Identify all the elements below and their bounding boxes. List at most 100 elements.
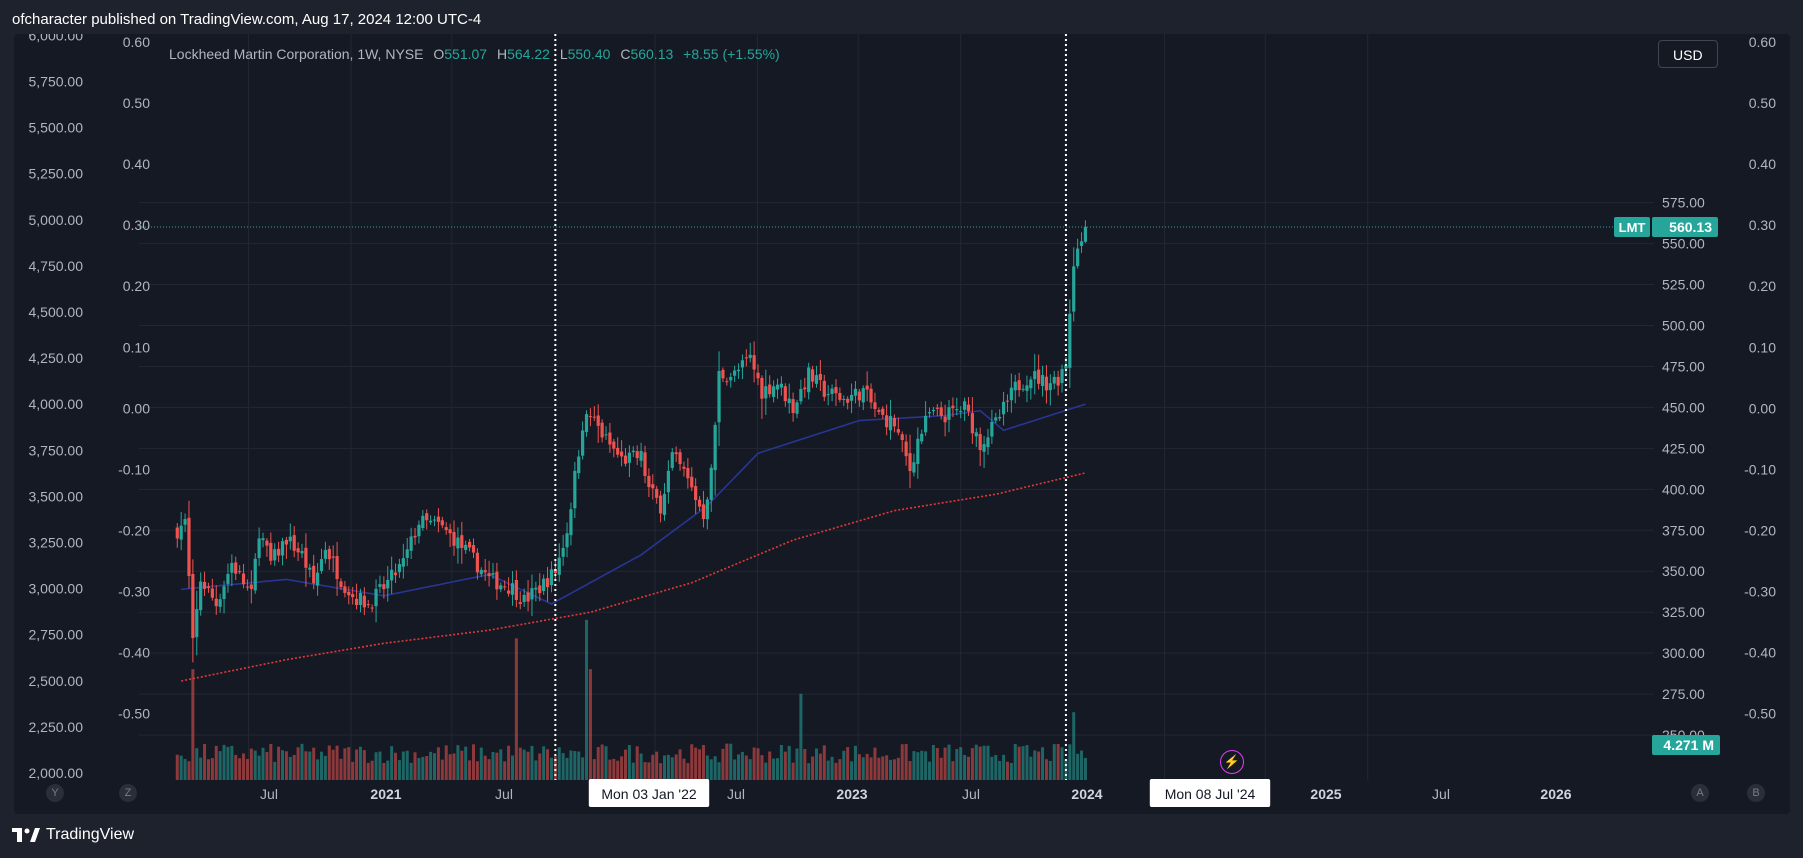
- volume-bar: [187, 761, 191, 780]
- volume-bar: [803, 749, 807, 780]
- volume-bar: [709, 759, 713, 780]
- symbol-title: Lockheed Martin Corporation, 1W, NYSE: [169, 46, 424, 62]
- time-axis-label: 2021: [370, 786, 401, 802]
- candle-body: [175, 527, 179, 539]
- candle-body: [990, 422, 994, 437]
- candle-body: [826, 394, 830, 396]
- left-axis-label: 3,750.00: [29, 442, 84, 458]
- candle-body: [393, 572, 398, 576]
- volume-bar: [273, 761, 277, 780]
- candle-body: [857, 391, 861, 401]
- candle-body: [545, 578, 550, 588]
- osc-axis-label: 0.20: [123, 278, 150, 294]
- volume-bar: [343, 748, 347, 780]
- volume-bar: [374, 752, 378, 780]
- volume-bar: [1048, 760, 1052, 780]
- symbol-legend: Lockheed Martin Corporation, 1W, NYSE O5…: [169, 46, 780, 62]
- candle-body: [873, 402, 877, 410]
- volume-tag: [1652, 735, 1720, 755]
- candle-body: [604, 434, 608, 436]
- volume-bar: [588, 669, 592, 780]
- volume-bar: [690, 744, 694, 780]
- volume-bar: [1072, 712, 1076, 780]
- volume-bar: [900, 744, 904, 780]
- volume-bar: [620, 756, 624, 780]
- candle-body: [292, 535, 296, 551]
- candle-body: [479, 569, 483, 575]
- volume-bar: [347, 747, 351, 780]
- left-axis-label: 4,750.00: [29, 258, 84, 274]
- volume-bar: [881, 756, 885, 780]
- volume-bar: [573, 750, 577, 780]
- volume-bar: [425, 755, 429, 780]
- nav-y-button[interactable]: Y: [46, 784, 64, 802]
- candle-body: [978, 434, 982, 451]
- nav-z-button[interactable]: Z: [119, 784, 137, 802]
- volume-bar: [308, 751, 312, 780]
- tradingview-brand[interactable]: TradingView: [12, 826, 134, 844]
- volume-bar: [959, 747, 963, 780]
- volume-bar: [284, 751, 288, 780]
- candle-body: [452, 531, 456, 546]
- osc-axis-label: 0.60: [123, 34, 150, 50]
- price-axis-label: 375.00: [1662, 522, 1705, 538]
- candle-body: [534, 587, 538, 590]
- volume-bar: [468, 760, 472, 780]
- candle-body: [362, 595, 366, 608]
- volume-bar: [526, 751, 530, 780]
- slow-moving-average-line: [181, 472, 1086, 682]
- candle-body: [670, 452, 674, 468]
- volume-bar: [351, 761, 355, 780]
- candle-body: [1005, 400, 1010, 402]
- candle-body: [666, 470, 670, 493]
- candle-body: [822, 380, 826, 397]
- volume-bar: [885, 755, 889, 780]
- candle-body: [842, 398, 846, 400]
- candle-body: [315, 572, 320, 586]
- volume-bar: [397, 760, 401, 780]
- candle-body: [643, 452, 647, 476]
- price-axis-label: 300.00: [1662, 645, 1705, 661]
- volume-bar: [592, 759, 596, 780]
- price-axis-label: 550.00: [1662, 236, 1705, 252]
- price-chart[interactable]: 250.00275.00300.00325.00350.00375.00400.…: [14, 34, 1790, 814]
- volume-bar: [920, 750, 924, 780]
- volume-bar: [655, 751, 659, 780]
- osc-axis-label: 0.30: [123, 217, 150, 233]
- nav-a-button[interactable]: A: [1691, 784, 1709, 802]
- volume-bar: [713, 756, 717, 780]
- volume-bar: [413, 752, 417, 780]
- lightning-icon[interactable]: ⚡: [1220, 750, 1244, 774]
- volume-bar: [791, 762, 795, 780]
- candle-body: [678, 452, 682, 465]
- price-axis-label: 500.00: [1662, 317, 1705, 333]
- candle-body: [658, 495, 663, 514]
- volume-bar: [370, 760, 374, 780]
- volume-bar: [1076, 753, 1080, 780]
- candle-body: [234, 562, 238, 574]
- candle-body: [241, 573, 246, 585]
- candle-body: [436, 516, 441, 522]
- volume-bar: [737, 754, 741, 780]
- currency-button[interactable]: USD: [1658, 40, 1718, 68]
- candle-body: [440, 520, 444, 526]
- candle-body: [803, 387, 807, 390]
- volume-bar: [522, 749, 526, 780]
- volume-bar: [206, 759, 210, 780]
- volume-bar: [616, 760, 620, 780]
- candle-body: [378, 584, 382, 587]
- price-axis-label: 400.00: [1662, 481, 1705, 497]
- candle-body: [277, 548, 281, 556]
- nav-b-button[interactable]: B: [1747, 784, 1765, 802]
- candle-body: [347, 591, 351, 596]
- chart-panel[interactable]: 250.00275.00300.00325.00350.00375.00400.…: [14, 34, 1790, 814]
- candle-body: [557, 557, 561, 575]
- volume-bar: [210, 758, 214, 780]
- volume-bar: [366, 762, 370, 780]
- volume-bar: [643, 762, 647, 780]
- candle-body: [982, 444, 986, 452]
- candle-body: [448, 529, 452, 534]
- volume-bar: [631, 762, 635, 780]
- volume-bar: [331, 749, 335, 780]
- time-axis-highlight: [1149, 779, 1271, 807]
